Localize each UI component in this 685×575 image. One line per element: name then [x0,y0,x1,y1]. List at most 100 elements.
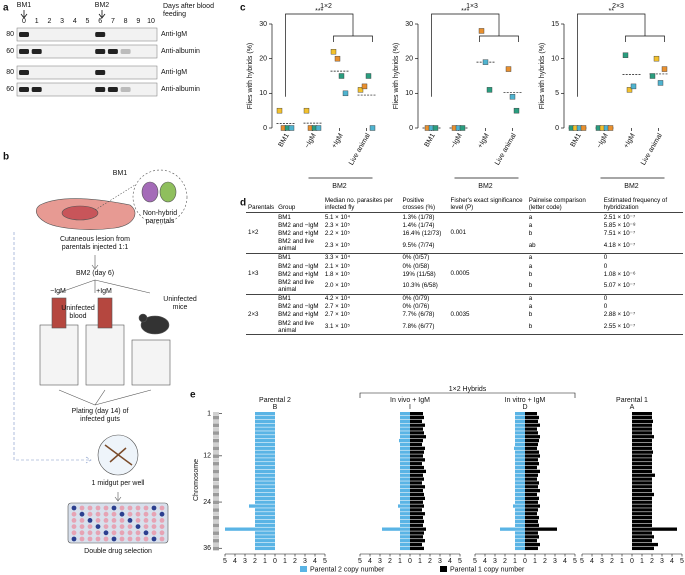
x-tick-label: 5 [358,558,362,565]
well [95,530,101,536]
column-header: Positive crosses (%) [400,196,449,213]
p1-bar [632,419,653,423]
p2-bar [400,496,410,500]
size-marker: 60 [6,48,14,55]
p1-bar [525,546,538,551]
table-cell: 4.2 × 10⁴ [322,293,401,303]
table-cell: BM2 and −IgM [278,303,319,311]
p1-bar [410,412,423,416]
arrow [57,279,151,294]
data-point [288,125,295,131]
well [79,524,85,529]
data-point [334,55,341,62]
well [159,505,165,511]
p2-bar [400,535,410,539]
p2-bar [255,442,275,447]
chromosome-strip [213,442,219,447]
x-tick-label: Live animal [640,132,664,167]
well [71,518,77,523]
y-tick-label: 24 [203,499,211,506]
p1-bar [410,431,424,435]
p1-bar [525,462,539,466]
p1-bar [410,481,422,485]
track-code: A [630,404,635,411]
p2-bar [255,489,275,493]
data-point [657,80,664,86]
p2-bar [515,485,525,489]
lane-label: 4 [73,18,77,25]
schematic-label: 1 midgut per well [91,480,145,487]
p1-bar [632,477,652,481]
p2-bar [255,485,275,489]
panel-label: d [240,198,246,209]
p2-bar [400,415,410,420]
chart-title: 1×3 [466,3,478,10]
p2-bar [255,438,275,443]
x-tick-label: 2 [610,558,614,565]
connector [94,184,136,211]
p2-bar [255,431,275,435]
parental-cell: 1×2 [248,229,259,237]
p1-bar [410,519,424,524]
table-row: BM2 and +IgM 2.7 × 10⁵ 7.7% (6/78) b 2.88 × … [246,311,683,319]
significance: ** [609,8,615,15]
p1-bar [632,465,652,470]
p1-bar [410,469,426,474]
lane-label: 6 [98,18,102,25]
p2-bar [255,419,275,423]
p2-bar [400,419,410,423]
chromosome-strip [213,485,219,489]
chromosome-strip [213,531,219,535]
table-cell: 1.08 × 10⁻⁶ [603,270,636,278]
data-point [649,73,656,79]
data-point [486,87,493,93]
data-point [276,107,283,114]
x-tick-label: 4 [448,558,452,565]
p2-bar [400,523,410,527]
chromosome-strip [213,446,219,451]
group-label: BM2 [624,183,639,190]
p1-bar [632,504,652,508]
p1-bar [410,427,423,431]
data-point [342,90,349,97]
well [127,524,133,529]
y-tick-label: 20 [405,56,413,63]
table-cell: a [526,252,602,262]
table-cell: 7.51 × 10⁻⁷ [603,229,636,237]
table-cell: BM2 and +IgM [278,270,319,278]
data-point [661,66,668,72]
p2-bar [515,531,525,535]
y-tick-label: 20 [259,56,267,63]
p1-bar [525,423,540,427]
p2-bar [515,462,525,466]
well [135,530,141,536]
track-title: Parental 2 [259,397,291,404]
panel-label: a [3,3,9,14]
schematic-label: Plating (day 14) of infected guts [71,408,129,423]
p1-bar [410,450,424,454]
well [119,511,125,517]
p1-bar [525,542,540,547]
y-tick-label: 0 [409,125,413,132]
x-tick-label: 0 [408,558,412,565]
chromosome-strip [213,427,219,431]
table-cell: BM2 and −IgM [278,221,319,229]
chromosome-strip [213,431,219,435]
x-tick-label: 3 [303,558,307,565]
p1-bar [632,489,652,493]
p2-bar [400,531,410,535]
p1-bar [410,435,426,439]
parental-cell: 2×3 [246,293,277,335]
arrow [20,10,106,19]
y-axis-label: Flies with hybrids (%) [247,43,254,110]
well [103,505,109,511]
table-cell: BM2 and live animal [278,238,314,253]
well [87,505,93,511]
x-tick-label: BM1 [570,132,583,148]
blot-strip [16,27,158,42]
well [135,518,141,523]
table-row: BM2 and live animal 2.3 × 10⁵ 9.5% (7/74) a… [246,238,683,254]
well [111,511,117,517]
